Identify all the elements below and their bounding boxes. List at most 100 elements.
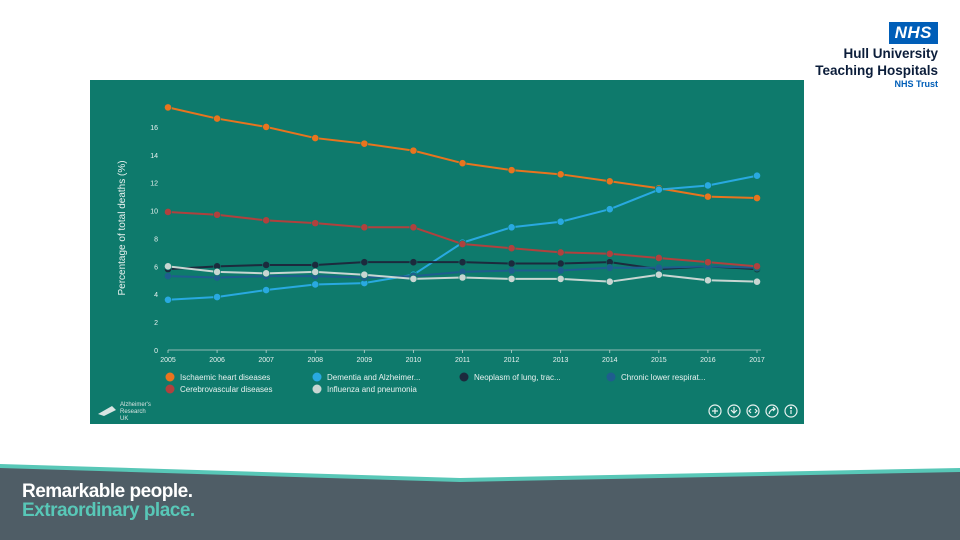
- data-point[interactable]: [360, 139, 369, 148]
- data-point[interactable]: [458, 273, 467, 282]
- data-point[interactable]: [704, 258, 712, 267]
- data-point[interactable]: [605, 177, 614, 186]
- data-point[interactable]: [311, 134, 320, 142]
- data-point[interactable]: [605, 249, 614, 258]
- y-tick-label: 16: [150, 125, 158, 132]
- data-point[interactable]: [654, 185, 663, 194]
- data-point[interactable]: [409, 274, 418, 283]
- data-point[interactable]: [311, 261, 320, 269]
- data-point[interactable]: [213, 268, 221, 276]
- data-point[interactable]: [409, 223, 418, 232]
- embed-icon[interactable]: [746, 404, 760, 418]
- series-line: [167, 106, 758, 200]
- y-tick-label: 0: [154, 348, 158, 355]
- legend-swatch[interactable]: [312, 384, 322, 394]
- data-point[interactable]: [164, 103, 172, 112]
- legend-label[interactable]: Cerebrovascular diseases: [180, 385, 273, 394]
- data-point[interactable]: [409, 146, 418, 155]
- y-tick-label: 10: [150, 209, 158, 216]
- data-point[interactable]: [360, 258, 369, 267]
- data-point[interactable]: [704, 181, 712, 190]
- legend-swatch[interactable]: [459, 372, 469, 382]
- data-point[interactable]: [507, 274, 516, 283]
- info-icon[interactable]: [784, 404, 798, 418]
- legend-label[interactable]: Chronic lower respirat...: [621, 373, 705, 382]
- data-point[interactable]: [556, 274, 565, 283]
- y-tick-label: 6: [154, 264, 158, 271]
- y-tick-label: 4: [154, 292, 158, 299]
- data-point[interactable]: [605, 205, 614, 214]
- data-point[interactable]: [704, 192, 712, 201]
- data-point[interactable]: [654, 263, 663, 272]
- legend-swatch[interactable]: [165, 384, 175, 394]
- share-icon[interactable]: [765, 404, 779, 418]
- legend-swatch[interactable]: [165, 372, 175, 382]
- footer-band: Remarkable people. Extraordinary place.: [0, 460, 960, 540]
- data-point[interactable]: [556, 170, 565, 179]
- data-point[interactable]: [164, 262, 172, 271]
- data-point[interactable]: [704, 276, 712, 285]
- line-chart: Percentage of total deaths (%) 0 2 4 6 8 10 12…: [98, 103, 798, 422]
- data-point[interactable]: [213, 293, 221, 301]
- legend-label[interactable]: Influenza and pneumonia: [327, 385, 417, 394]
- data-point[interactable]: [507, 223, 516, 232]
- nhs-logo: NHS Hull University Teaching Hospitals N…: [815, 22, 938, 89]
- data-point[interactable]: [262, 286, 271, 294]
- data-point[interactable]: [164, 295, 172, 304]
- data-point[interactable]: [262, 269, 271, 278]
- data-point[interactable]: [556, 259, 565, 268]
- data-point[interactable]: [507, 166, 516, 175]
- data-point[interactable]: [213, 210, 221, 219]
- x-tick-label: 2008: [307, 357, 323, 364]
- zoom-icon[interactable]: [708, 404, 722, 418]
- download-icon[interactable]: [727, 404, 741, 418]
- data-point[interactable]: [360, 270, 369, 279]
- chart-toolbar: [708, 404, 798, 418]
- data-point[interactable]: [753, 277, 761, 286]
- data-point[interactable]: [164, 208, 172, 216]
- data-point[interactable]: [262, 261, 271, 269]
- data-point[interactable]: [458, 240, 467, 248]
- data-point[interactable]: [507, 259, 516, 268]
- data-point[interactable]: [213, 114, 221, 123]
- data-point[interactable]: [654, 270, 663, 279]
- data-point[interactable]: [605, 263, 614, 272]
- data-point[interactable]: [556, 217, 565, 226]
- legend-label[interactable]: Neoplasm of lung, trac...: [474, 373, 561, 382]
- data-point[interactable]: [311, 268, 320, 276]
- x-tick-label: 2010: [406, 357, 422, 364]
- data-point[interactable]: [458, 159, 467, 168]
- data-point[interactable]: [164, 272, 172, 281]
- data-point[interactable]: [753, 194, 761, 202]
- y-tick-label: 2: [154, 320, 158, 327]
- y-tick-label: 14: [150, 153, 158, 160]
- data-point[interactable]: [507, 266, 516, 275]
- data-point[interactable]: [311, 280, 320, 289]
- data-point[interactable]: [556, 248, 565, 257]
- logo-line1: Alzheimer's: [120, 402, 151, 408]
- tagline-line2: Extraordinary place.: [22, 500, 195, 521]
- x-tick-label: 2009: [357, 357, 373, 364]
- data-point[interactable]: [753, 262, 761, 271]
- data-point[interactable]: [458, 258, 467, 267]
- legend-swatch[interactable]: [606, 372, 616, 382]
- data-point[interactable]: [262, 216, 271, 225]
- nhs-badge: NHS: [888, 22, 938, 44]
- legend-swatch[interactable]: [312, 372, 322, 382]
- data-point[interactable]: [360, 223, 369, 232]
- data-point[interactable]: [753, 171, 761, 180]
- data-point[interactable]: [605, 277, 614, 286]
- data-point[interactable]: [262, 123, 271, 131]
- data-point[interactable]: [507, 244, 516, 253]
- y-axis-label: Percentage of total deaths (%): [117, 160, 128, 295]
- y-tick-label: 8: [154, 236, 158, 243]
- data-point[interactable]: [409, 258, 418, 267]
- data-point[interactable]: [556, 266, 565, 275]
- footer-shape: [0, 464, 960, 540]
- x-tick-label: 2016: [700, 357, 716, 364]
- data-point[interactable]: [654, 254, 663, 262]
- legend-label[interactable]: Dementia and Alzheimer...: [327, 373, 420, 382]
- x-tick-label: 2013: [553, 357, 569, 364]
- legend-label[interactable]: Ischaemic heart diseases: [180, 373, 270, 382]
- data-point[interactable]: [311, 219, 320, 228]
